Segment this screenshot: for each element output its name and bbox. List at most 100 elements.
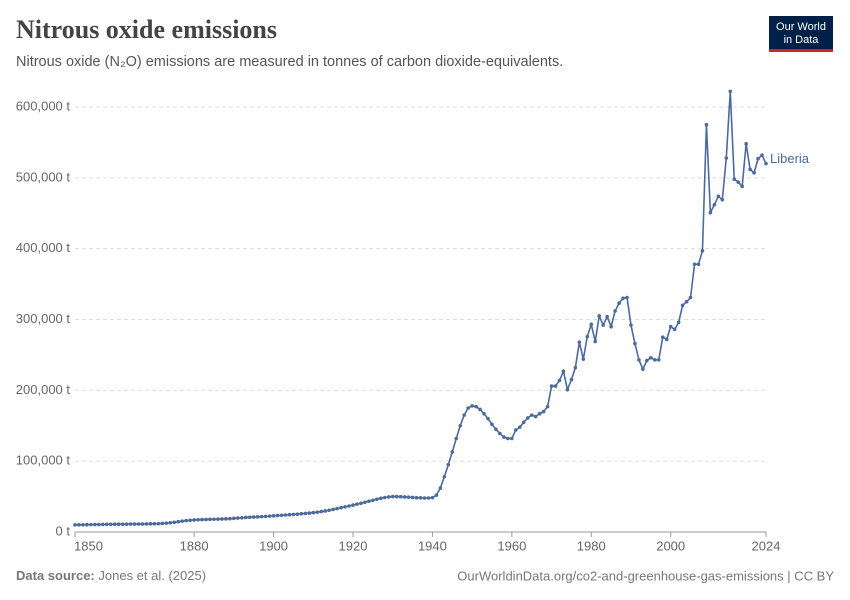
x-tick-label: 1900 <box>259 538 288 553</box>
point <box>132 522 137 526</box>
point <box>93 522 97 527</box>
point <box>279 513 284 518</box>
point <box>81 522 85 527</box>
point <box>593 339 598 344</box>
point <box>367 499 371 504</box>
point <box>442 474 447 479</box>
point <box>192 518 196 522</box>
point <box>152 521 157 526</box>
point <box>128 522 133 526</box>
point <box>557 378 562 383</box>
point <box>331 507 335 512</box>
line <box>74 91 767 526</box>
source-text: Jones et al. (2025) <box>98 568 206 583</box>
point <box>756 156 760 161</box>
point <box>621 296 625 301</box>
point <box>263 514 268 519</box>
point <box>188 518 192 523</box>
point <box>422 496 427 500</box>
point <box>660 335 665 340</box>
point <box>533 414 538 419</box>
point <box>680 303 685 308</box>
point <box>446 462 451 467</box>
point <box>760 153 764 157</box>
point <box>255 515 260 519</box>
y-tick-label: 500,000 t <box>16 169 71 184</box>
point <box>684 299 689 304</box>
point <box>664 337 669 342</box>
point <box>478 407 482 412</box>
point <box>73 523 77 527</box>
x-tick-label: 1960 <box>497 538 526 553</box>
point <box>712 202 717 207</box>
point <box>617 301 621 306</box>
source-label: Data source: <box>16 568 95 583</box>
point <box>112 522 117 527</box>
point <box>347 504 351 508</box>
point <box>641 367 645 371</box>
point <box>764 161 768 166</box>
logo-bar <box>769 49 833 52</box>
x-tick-label: 2000 <box>656 538 685 553</box>
point <box>327 508 331 513</box>
x-tick-label: 1980 <box>577 538 606 553</box>
point <box>363 500 367 505</box>
point <box>120 522 125 526</box>
point <box>271 514 276 518</box>
point <box>430 495 435 500</box>
point <box>454 436 459 441</box>
point <box>148 522 153 526</box>
source: Data source: Jones et al. (2025) <box>16 568 206 583</box>
point <box>736 180 741 184</box>
chart-subtitle: Nitrous oxide (N₂O) emissions are measur… <box>16 54 563 70</box>
point <box>351 503 355 507</box>
point <box>541 409 546 414</box>
point <box>458 423 463 428</box>
point <box>625 295 629 300</box>
point <box>243 515 248 520</box>
point <box>708 210 713 215</box>
logo-text: Our World <box>776 21 826 33</box>
credit[interactable]: OurWorldinData.org/co2-and-greenhouse-ga… <box>457 568 834 583</box>
point <box>656 358 661 362</box>
point <box>100 522 105 527</box>
point <box>402 495 407 499</box>
point <box>517 425 522 429</box>
point <box>525 416 530 420</box>
point <box>426 496 431 500</box>
point <box>704 122 709 127</box>
point <box>371 498 375 503</box>
point <box>688 295 693 300</box>
point <box>545 404 550 409</box>
point <box>720 197 725 202</box>
point <box>744 142 748 146</box>
logo[interactable]: Our World in Data <box>769 16 833 52</box>
point <box>724 156 729 160</box>
point <box>220 517 224 521</box>
point <box>529 413 534 417</box>
point <box>637 358 641 362</box>
point <box>605 314 609 319</box>
point <box>343 505 347 509</box>
y-tick-label: 300,000 t <box>16 311 71 326</box>
point <box>172 520 177 525</box>
point <box>450 450 455 454</box>
point <box>104 522 109 527</box>
point <box>382 495 387 500</box>
point <box>728 89 733 94</box>
point <box>378 496 383 501</box>
point <box>700 248 705 253</box>
point <box>490 422 494 427</box>
point <box>748 167 752 172</box>
point <box>716 194 721 199</box>
point <box>259 514 264 519</box>
point <box>335 506 339 511</box>
point <box>196 517 200 522</box>
y-tick-label: 100,000 t <box>16 453 71 468</box>
point <box>653 358 657 362</box>
point <box>514 428 518 432</box>
point <box>434 493 439 497</box>
point <box>668 324 673 329</box>
point <box>498 431 502 436</box>
point <box>108 522 113 527</box>
